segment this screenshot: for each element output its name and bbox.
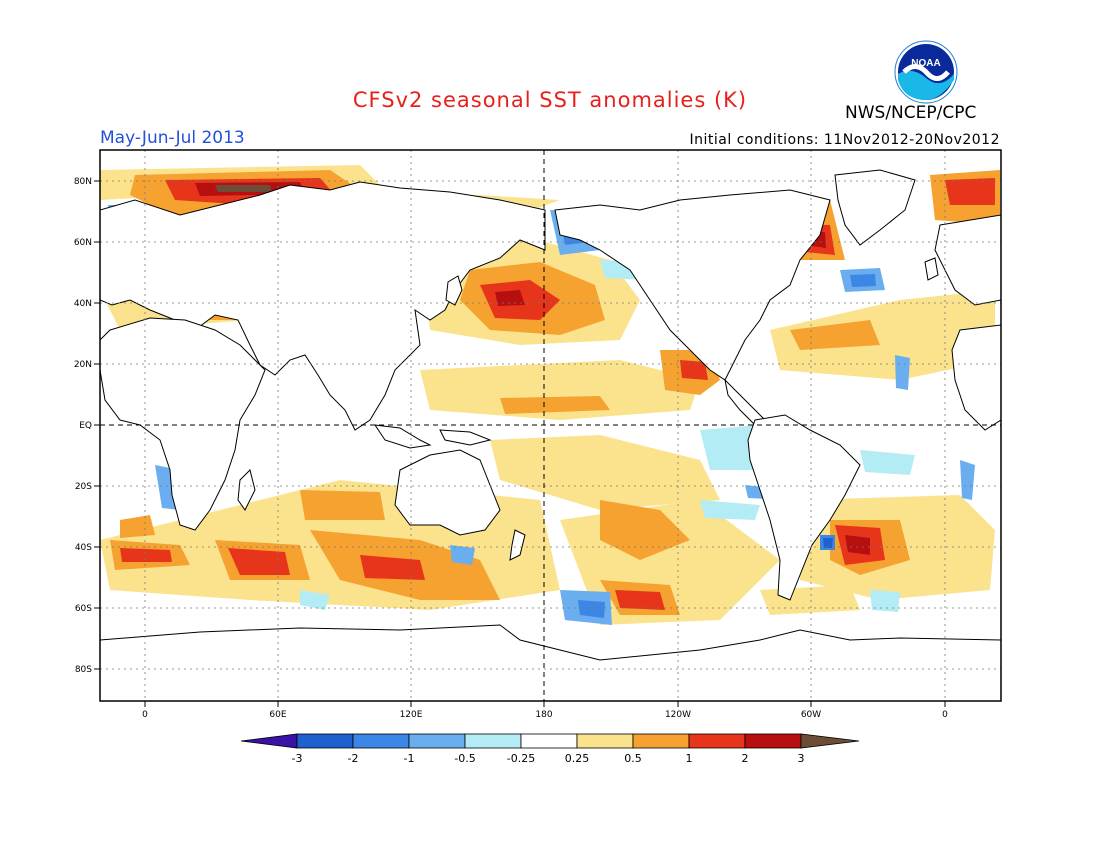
lon-label: 0 bbox=[142, 710, 148, 720]
colorbar-low-arrow bbox=[240, 733, 298, 749]
lat-label: EQ bbox=[79, 421, 92, 431]
colorbar-label: 1 bbox=[686, 752, 693, 765]
lon-label: 120W bbox=[665, 710, 691, 720]
colorbar-label: 3 bbox=[798, 752, 805, 765]
lat-label: 40N bbox=[74, 299, 92, 309]
lon-label: 0 bbox=[942, 710, 948, 720]
lon-label: 120E bbox=[400, 710, 423, 720]
colorbar-label: 0.5 bbox=[624, 752, 642, 765]
colorbar-swatch bbox=[688, 733, 746, 749]
lon-label: 60W bbox=[801, 710, 821, 720]
colorbar-swatch bbox=[408, 733, 466, 749]
colorbar-swatch bbox=[632, 733, 690, 749]
lat-label: 20N bbox=[74, 360, 92, 370]
lon-label: 60E bbox=[269, 710, 286, 720]
map-title: CFSv2 seasonal SST anomalies (K) bbox=[352, 88, 748, 112]
lat-label: 60S bbox=[75, 604, 92, 614]
colorbar-swatch bbox=[576, 733, 634, 749]
lat-label: 60N bbox=[74, 238, 92, 248]
colorbar bbox=[240, 733, 860, 749]
colorbar-swatch bbox=[464, 733, 522, 749]
reference-lines bbox=[100, 150, 1001, 701]
colorbar-label: -0.25 bbox=[507, 752, 535, 765]
colorbar-swatch bbox=[352, 733, 410, 749]
agency-label: NWS/NCEP/CPC bbox=[845, 103, 977, 123]
lat-label: 80S bbox=[75, 665, 92, 675]
season-label: May-Jun-Jul 2013 bbox=[100, 128, 245, 148]
colorbar-high-arrow bbox=[800, 733, 860, 749]
colorbar-swatch bbox=[744, 733, 802, 749]
colorbar-swatch bbox=[520, 733, 578, 749]
coastlines bbox=[100, 169, 1001, 701]
colorbar-swatch bbox=[296, 733, 354, 749]
svg-text:NOAA: NOAA bbox=[911, 58, 940, 69]
colorbar-label: -2 bbox=[348, 752, 359, 765]
lat-label: 40S bbox=[75, 543, 92, 553]
colorbar-labels: -3 -2 -1 -0.5 -0.25 0.25 0.5 1 2 3 bbox=[292, 752, 805, 765]
colorbar-label: -3 bbox=[292, 752, 303, 765]
lat-label: 80N bbox=[74, 177, 92, 187]
colorbar-label: 2 bbox=[742, 752, 749, 765]
colorbar-label: -1 bbox=[404, 752, 415, 765]
initial-conditions-label: Initial conditions: 11Nov2012-20Nov2012 bbox=[689, 132, 1000, 148]
colorbar-label: 0.25 bbox=[565, 752, 590, 765]
longitude-labels: 0 60E 120E 180 120W 60W 0 bbox=[142, 710, 948, 720]
colorbar-label: -0.5 bbox=[454, 752, 475, 765]
lon-label: 180 bbox=[535, 710, 552, 720]
latitude-labels: 80N 60N 40N 20N EQ 20S 40S 60S 80S bbox=[74, 177, 92, 675]
lat-label: 20S bbox=[75, 482, 92, 492]
noaa-logo: NOAA bbox=[894, 40, 958, 104]
graticule bbox=[100, 150, 1001, 701]
